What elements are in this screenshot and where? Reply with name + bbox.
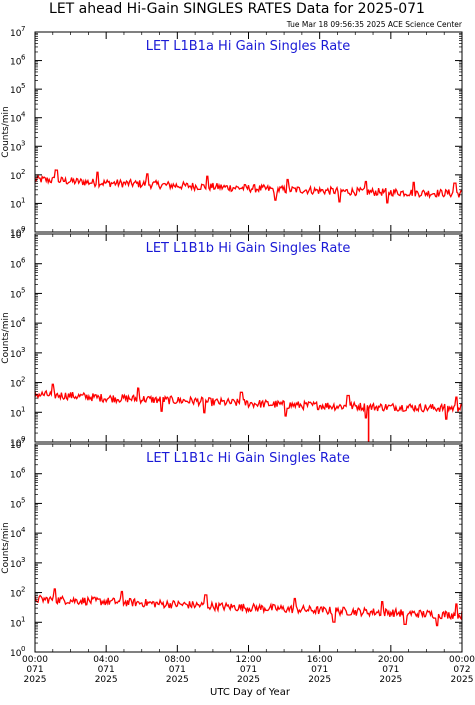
- y-tick-exponent: 6: [21, 54, 26, 62]
- y-tick-label: 10: [10, 649, 22, 659]
- y-tick-label: 10: [10, 320, 22, 330]
- y-tick-exponent: 5: [21, 286, 25, 294]
- x-tick-doy: 071: [98, 665, 115, 675]
- plot-frame: [34, 31, 463, 233]
- y-tick-exponent: 1: [21, 196, 25, 204]
- x-tick-year: 2025: [451, 675, 474, 685]
- y-tick-label: 10: [10, 229, 22, 239]
- x-tick-year: 2025: [379, 675, 402, 685]
- y-tick-exponent: 4: [21, 316, 26, 324]
- x-tick-time: 00:00: [22, 655, 48, 665]
- y-tick-label: 10: [10, 350, 22, 360]
- x-tick-doy: 072: [453, 665, 470, 675]
- figure-title: LET ahead Hi-Gain SINGLES RATES Data for…: [49, 1, 425, 17]
- y-tick-exponent: 1: [21, 405, 25, 413]
- y-tick-label: 10: [10, 86, 22, 96]
- x-tick-time: 16:00: [307, 655, 333, 665]
- panel-title: LET L1B1b Hi Gain Singles Rate: [146, 241, 351, 256]
- y-tick-exponent: 0: [21, 435, 25, 443]
- x-tick-time: 20:00: [378, 655, 404, 665]
- y-tick-label: 10: [10, 441, 22, 451]
- y-tick-exponent: 0: [21, 225, 25, 233]
- x-tick-time: 08:00: [164, 655, 190, 665]
- x-tick-time: 12:00: [236, 655, 262, 665]
- x-tick-time: 00:00: [449, 655, 475, 665]
- panel-title: LET L1B1a Hi Gain Singles Rate: [146, 39, 351, 54]
- y-tick-label: 10: [10, 29, 22, 39]
- x-tick-doy: 071: [382, 665, 399, 675]
- y-axis-label: Counts/min: [1, 312, 11, 363]
- y-tick-label: 10: [10, 380, 22, 390]
- x-tick-year: 2025: [24, 675, 47, 685]
- x-axis-labels: 00:00071202504:00071202508:00071202512:0…: [22, 655, 475, 685]
- y-tick-exponent: 4: [21, 111, 26, 119]
- y-tick-label: 10: [10, 590, 22, 600]
- y-tick-exponent: 5: [21, 496, 25, 504]
- y-tick-exponent: 3: [21, 556, 25, 564]
- y-tick-label: 10: [10, 115, 22, 125]
- series-line-2: [34, 383, 463, 420]
- y-tick-exponent: 7: [21, 25, 25, 33]
- y-tick-exponent: 1: [21, 615, 25, 623]
- x-tick-year: 2025: [237, 675, 260, 685]
- x-tick-year: 2025: [95, 675, 118, 685]
- y-tick-exponent: 0: [21, 645, 25, 653]
- y-tick-label: 10: [10, 172, 22, 182]
- y-tick-exponent: 7: [21, 437, 25, 445]
- y-tick-label: 10: [10, 290, 22, 300]
- y-tick-label: 10: [10, 619, 22, 629]
- y-tick-label: 10: [10, 261, 22, 271]
- y-tick-exponent: 3: [21, 346, 25, 354]
- y-tick-label: 10: [10, 500, 22, 510]
- x-tick-time: 04:00: [93, 655, 119, 665]
- y-tick-exponent: 6: [21, 257, 26, 265]
- y-tick-label: 10: [10, 143, 22, 153]
- y-tick-exponent: 6: [21, 467, 26, 475]
- y-axis-label: Counts/min: [1, 106, 11, 157]
- plot-frame: [34, 443, 463, 653]
- y-tick-exponent: 3: [21, 139, 25, 147]
- x-tick-doy: 071: [240, 665, 257, 675]
- y-tick-exponent: 5: [21, 82, 25, 90]
- y-tick-label: 10: [10, 439, 22, 449]
- series-line-3: [34, 588, 463, 627]
- x-tick-doy: 071: [169, 665, 186, 675]
- y-tick-label: 10: [10, 471, 22, 481]
- y-tick-label: 10: [10, 58, 22, 68]
- series-line-1: [34, 169, 463, 204]
- x-tick-year: 2025: [166, 675, 189, 685]
- y-tick-exponent: 2: [21, 168, 25, 176]
- y-tick-label: 10: [10, 200, 22, 210]
- y-tick-label: 10: [10, 530, 22, 540]
- x-axis-title: UTC Day of Year: [210, 687, 291, 698]
- x-tick-doy: 071: [311, 665, 328, 675]
- y-tick-label: 10: [10, 560, 22, 570]
- y-tick-exponent: 2: [21, 376, 25, 384]
- y-axis-label: Counts/min: [1, 522, 11, 573]
- panel-title: LET L1B1c Hi Gain Singles Rate: [146, 451, 350, 466]
- x-tick-doy: 071: [26, 665, 43, 675]
- y-tick-label: 10: [10, 231, 22, 241]
- x-tick-year: 2025: [308, 675, 331, 685]
- y-tick-exponent: 4: [21, 526, 26, 534]
- y-tick-exponent: 2: [21, 586, 25, 594]
- y-tick-exponent: 7: [21, 227, 25, 235]
- timestamp-label: Tue Mar 18 09:56:35 2025 ACE Science Cen…: [286, 20, 463, 29]
- y-tick-label: 10: [10, 409, 22, 419]
